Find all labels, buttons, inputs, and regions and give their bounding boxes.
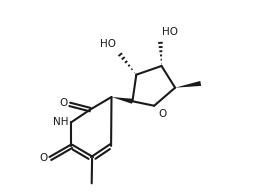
Polygon shape <box>175 81 201 88</box>
Text: O: O <box>158 109 166 119</box>
Text: HO: HO <box>162 27 178 37</box>
Text: O: O <box>59 98 67 108</box>
Text: O: O <box>40 152 48 163</box>
Text: NH: NH <box>53 117 68 127</box>
Polygon shape <box>112 97 133 104</box>
Text: HO: HO <box>100 39 116 49</box>
